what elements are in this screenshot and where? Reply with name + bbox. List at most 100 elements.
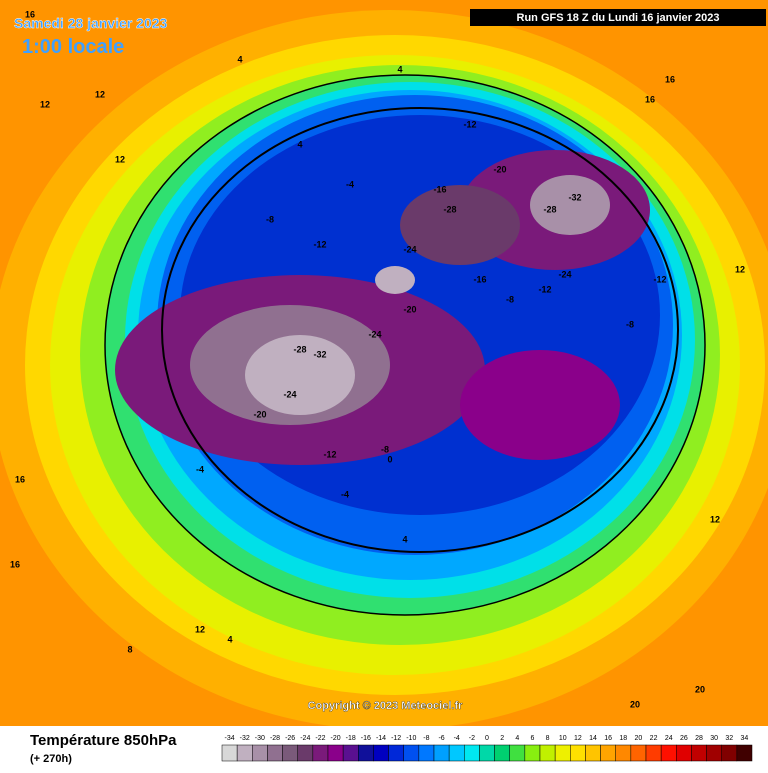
lead-time: (+ 270h) [30,753,72,765]
scale-tick-label: 12 [574,735,582,742]
scale-tick-label: -26 [285,735,295,742]
contour-label: 8 [127,644,132,654]
contour-label: 20 [695,684,705,694]
contour-label: -8 [506,294,514,304]
scale-swatch [554,744,571,762]
scale-swatch [676,744,692,762]
scale-tick-label: 18 [619,735,627,742]
scale-swatch [736,744,753,762]
scale-tick-label: -32 [240,735,250,742]
scale-swatch [706,744,722,762]
scale-tick-label: -8 [423,735,429,742]
contour-label: -20 [493,164,506,174]
contour-label: -32 [313,349,326,359]
scale-tick-label: 4 [515,735,519,742]
scale-tick-label: -6 [438,735,444,742]
scale-tick-label: 10 [559,735,567,742]
scale-swatch [267,744,283,762]
scale-tick-label: -10 [406,735,416,742]
contour-label: -24 [368,329,381,339]
contour-label: 4 [227,634,232,644]
scale-tick-label: 6 [530,735,534,742]
scale-tick-label: -28 [270,735,280,742]
scale-swatch [539,744,556,762]
contour-label: 12 [195,624,205,634]
temperature-field [0,0,768,730]
scale-tick-label: -4 [454,735,460,742]
contour-label: -16 [433,184,446,194]
scale-tick-label: 26 [680,735,688,742]
scale-tick-label: -20 [331,735,341,742]
contour-label: -24 [558,269,571,279]
contour-label: -24 [403,244,416,254]
scale-tick-label: 16 [604,735,612,742]
contour-label: 4 [402,534,407,544]
scale-tick-label: -12 [391,735,401,742]
scale-tick-label: 24 [665,735,673,742]
scale-swatch [358,744,374,762]
contour-label: -12 [653,274,666,284]
contour-label: -8 [266,214,274,224]
scale-tick-label: 28 [695,735,703,742]
run-banner [470,9,766,26]
contour-label: 12 [735,264,745,274]
scale-tick-label: -16 [361,735,371,742]
contour-label: 16 [10,559,20,569]
contour-label: -4 [196,464,204,474]
contour-label: -8 [381,444,389,454]
contour-label: -12 [463,119,476,129]
scale-swatch [524,744,541,762]
scale-tick-label: -2 [469,735,475,742]
contour-label: -12 [313,239,326,249]
contour-label: -28 [543,204,556,214]
contour-label: -28 [293,344,306,354]
contour-label: 20 [630,699,640,709]
scale-swatch [570,744,586,762]
scale-tick-label: -14 [376,735,386,742]
contour-label: -12 [538,284,551,294]
contour-label: -20 [403,304,416,314]
scale-tick-label: 8 [546,735,550,742]
scale-swatch [479,744,495,762]
scale-swatch [418,744,435,762]
scale-tick-label: 34 [741,735,749,742]
scale-tick-label: 22 [650,735,658,742]
scale-swatch [221,744,238,762]
scale-swatch [645,744,662,762]
contour-label: -24 [283,389,296,399]
scale-swatch [388,744,404,762]
contour-label: 0 [387,454,392,464]
contour-label: 12 [115,154,125,164]
contour-label: -12 [323,449,336,459]
scale-swatch [509,744,526,762]
scale-swatch [448,744,465,762]
scale-tick-label: 2 [500,735,504,742]
scale-swatch [615,744,632,762]
scale-tick-label: -34 [225,735,235,742]
contour-label: 16 [645,94,655,104]
run-info: Run GFS 18 Z du Lundi 16 janvier 2023 [517,12,720,24]
contour-label: 12 [95,89,105,99]
scale-swatch [327,744,344,762]
contour-label: -8 [626,319,634,329]
contour-label: 12 [40,99,50,109]
footer-title: Température 850hPa [30,732,177,749]
scale-swatch [433,744,450,762]
scale-tick-label: -22 [315,735,325,742]
scale-tick-label: -24 [300,735,310,742]
scale-tick-label: 20 [635,735,643,742]
scale-tick-label: 30 [710,735,718,742]
scale-swatch [464,744,480,762]
scale-swatch [252,744,268,762]
contour-label: 12 [710,514,720,524]
scale-swatch [312,744,329,762]
scale-tick-label: 32 [725,735,733,742]
contour-label: -4 [341,489,349,499]
scale-swatch [494,744,510,762]
scale-swatch [342,744,359,762]
scale-swatch [403,744,420,762]
contour-label: -20 [253,409,266,419]
contour-label: -4 [346,179,354,189]
